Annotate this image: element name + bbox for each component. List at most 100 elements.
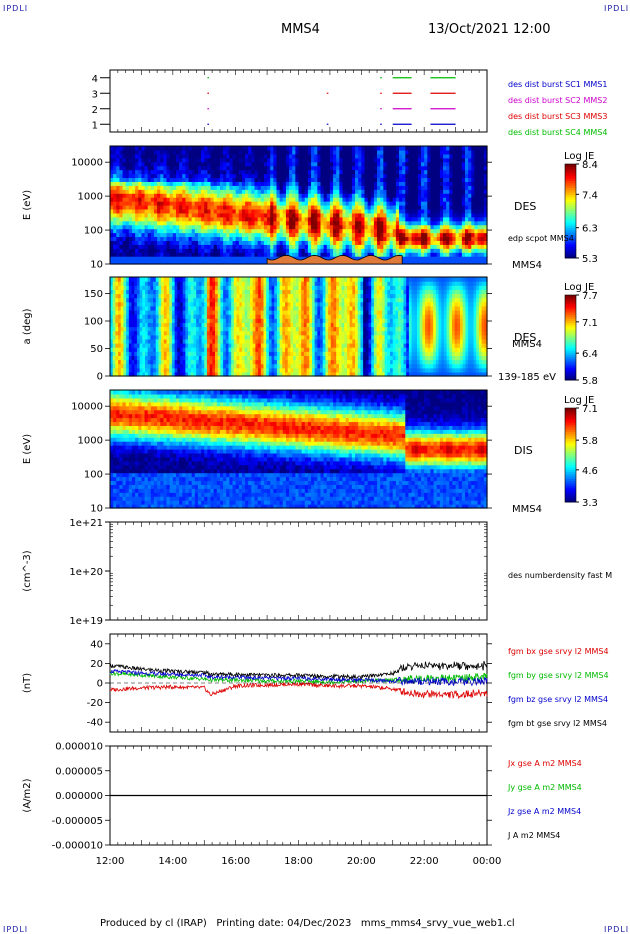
- spectrogram-cell: [110, 318, 114, 323]
- spectrogram-cell: [145, 363, 149, 369]
- spectrogram-cell: [163, 355, 168, 361]
- spectrogram-cell: [138, 193, 143, 198]
- spectrogram-cell: [480, 212, 485, 218]
- spectrogram-cell: [355, 146, 359, 151]
- spectrogram-cell: [285, 236, 290, 241]
- spectrogram-cell: [399, 244, 403, 249]
- spectrogram-cell: [144, 236, 149, 241]
- spectrogram-cell: [212, 310, 216, 315]
- spectrogram-cell: [163, 181, 168, 186]
- spectrogram-cell: [128, 330, 133, 336]
- spectrogram-cell: [477, 224, 482, 230]
- spectrogram-cell: [241, 157, 246, 163]
- spectrogram-cell: [402, 189, 406, 194]
- spectrogram-cell: [163, 281, 168, 286]
- spectrogram-cell: [257, 232, 262, 238]
- spectrogram-cell: [188, 193, 193, 198]
- spectrogram-cell: [158, 322, 162, 328]
- spectrogram-cell: [279, 177, 284, 182]
- spectrogram-cell: [118, 343, 122, 348]
- spectrogram-cell: [194, 146, 199, 151]
- spectrogram-cell: [182, 248, 186, 253]
- spectrogram-cell: [147, 181, 152, 186]
- spectrogram-cell: [465, 197, 469, 202]
- spectrogram-cell: [333, 248, 337, 253]
- spectrogram-cell: [455, 224, 460, 230]
- spectrogram-cell: [468, 185, 472, 190]
- spectrogram-cell: [348, 173, 353, 179]
- spectrogram-cell: [139, 326, 143, 332]
- spectrogram-cell: [389, 165, 394, 171]
- spectrogram-cell: [120, 367, 125, 373]
- spectrogram-cell: [197, 240, 202, 245]
- spectrogram-cell: [179, 260, 183, 265]
- spectrogram-cell: [126, 310, 130, 315]
- spectrogram-cell: [174, 363, 178, 369]
- spectrogram-cell: [285, 201, 290, 206]
- spectrogram-cell: [477, 244, 482, 249]
- spectrogram-cell: [194, 201, 199, 206]
- spectrogram-cell: [339, 173, 344, 179]
- spectrogram-cell: [392, 173, 397, 179]
- spectrogram-cell: [468, 220, 472, 226]
- spectrogram-cell: [355, 228, 359, 234]
- spectrogram-cell: [468, 236, 472, 241]
- spectrogram-cell: [169, 185, 174, 190]
- spectrogram-cell: [150, 367, 154, 373]
- spectrogram-cell: [141, 216, 146, 222]
- spectrogram-cell: [414, 185, 419, 190]
- spectrogram-cell: [273, 216, 278, 222]
- spectrogram-cell: [446, 248, 450, 253]
- spectrogram-cell: [477, 256, 482, 261]
- spectrogram-cell: [427, 220, 432, 226]
- spectrogram-cell: [348, 201, 353, 206]
- spectrogram-cell: [115, 289, 119, 295]
- spectrogram-cell: [122, 153, 127, 159]
- spectrogram-cell: [383, 189, 388, 194]
- spectrogram-cell: [439, 240, 444, 245]
- spectrogram-cell: [157, 181, 161, 186]
- spectrogram-cell: [483, 197, 488, 202]
- spectrogram-cell: [301, 212, 306, 218]
- spectrogram-cell: [125, 232, 130, 238]
- spectrogram-cell: [180, 277, 184, 282]
- spectrogram-cell: [191, 240, 196, 245]
- spectrogram-cell: [267, 252, 271, 257]
- spectrogram-cell: [361, 232, 366, 238]
- spectrogram-cell: [301, 197, 306, 202]
- spectrogram-cell: [161, 285, 165, 290]
- spectrogram-cell: [204, 318, 208, 323]
- spectrogram-cell: [185, 165, 190, 171]
- spectrogram-cell: [383, 193, 388, 198]
- spectrogram-cell: [174, 351, 178, 356]
- spectrogram-cell: [150, 153, 155, 159]
- spectrogram-cell: [251, 169, 256, 175]
- spectrogram-cell: [190, 297, 195, 303]
- spectrogram-cell: [298, 208, 303, 214]
- spectrogram-cell: [216, 220, 221, 226]
- spectrogram-cell: [163, 193, 168, 198]
- spectrogram-cell: [147, 343, 151, 348]
- spectrogram-cell: [254, 197, 259, 202]
- spectrogram-cell: [351, 201, 356, 206]
- spectrogram-cell: [380, 205, 384, 210]
- spectrogram-cell: [190, 334, 195, 340]
- colorbar-segment: [565, 166, 576, 170]
- spectrogram-cell: [295, 244, 300, 249]
- spectrogram-cell: [392, 208, 397, 214]
- spectrogram-cell: [336, 208, 340, 214]
- spectrogram-cell: [471, 220, 476, 226]
- spectrogram-cell: [351, 177, 356, 182]
- spectrogram-cell: [257, 228, 262, 234]
- spectrogram-cell: [172, 260, 177, 265]
- spectrogram-cell: [206, 334, 211, 340]
- spectrogram-cell: [458, 146, 463, 151]
- spectrogram-cell: [153, 212, 158, 218]
- spectrogram-cell: [364, 212, 369, 218]
- spectrogram-cell: [122, 169, 127, 175]
- spectrogram-cell: [304, 173, 309, 179]
- spectrogram-cell: [232, 220, 237, 226]
- spectrogram-cell: [260, 173, 265, 179]
- spectrogram-cell: [229, 161, 234, 167]
- spectrogram-cell: [191, 236, 196, 241]
